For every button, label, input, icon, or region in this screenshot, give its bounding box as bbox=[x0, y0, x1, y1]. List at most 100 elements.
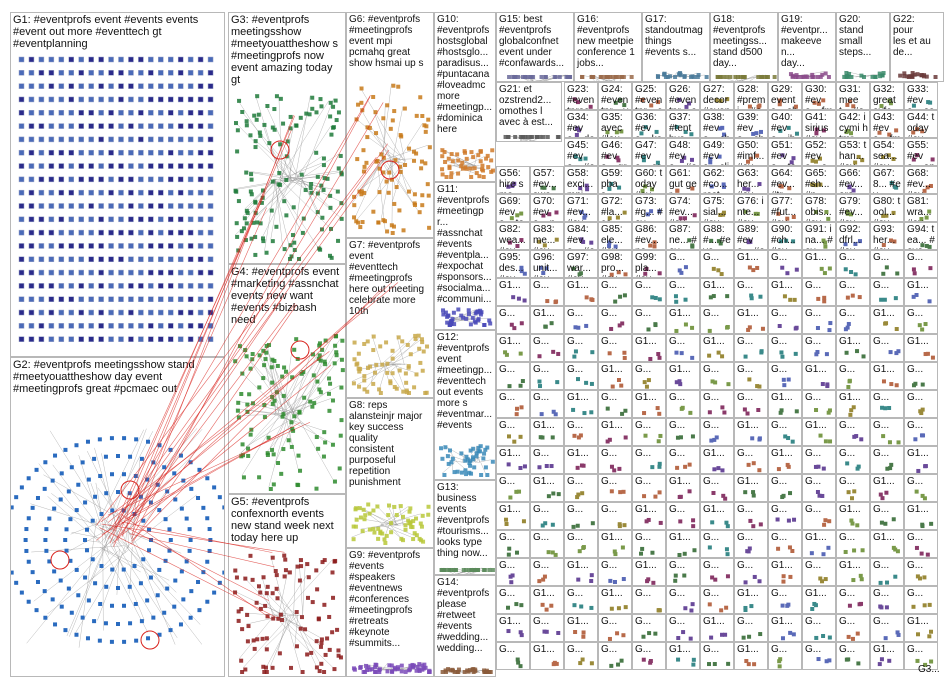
mini-cluster-label: G1... bbox=[601, 364, 623, 375]
graph-node bbox=[281, 121, 286, 126]
graph-node bbox=[244, 123, 249, 128]
graph-node bbox=[28, 216, 35, 223]
graph-edge bbox=[281, 558, 334, 616]
mini-cluster: G47: #eve... ora... bbox=[632, 138, 666, 166]
mini-cluster-label: G1... bbox=[533, 588, 555, 599]
graph-node bbox=[714, 435, 719, 440]
mini-cluster-label: G93: her... #eve... bbox=[873, 224, 896, 249]
graph-node bbox=[856, 661, 861, 666]
graph-node bbox=[813, 603, 818, 608]
graph-node bbox=[520, 75, 525, 79]
mini-cluster-nodes bbox=[609, 489, 626, 495]
mini-cluster-nodes bbox=[881, 434, 901, 445]
graph-node bbox=[815, 349, 820, 354]
mini-cluster-nodes bbox=[643, 433, 663, 444]
graph-node bbox=[612, 579, 617, 584]
mini-cluster: G... bbox=[666, 390, 700, 418]
graph-node bbox=[339, 201, 344, 206]
graph-node bbox=[148, 136, 154, 143]
graph-edge bbox=[295, 615, 320, 662]
graph-node bbox=[315, 210, 320, 215]
graph-node bbox=[249, 236, 254, 241]
mini-cluster-label: G48: #eve... #ev... bbox=[669, 140, 697, 165]
mini-cluster: G... bbox=[700, 418, 734, 446]
graph-node bbox=[98, 283, 104, 289]
mini-cluster: G... bbox=[564, 334, 598, 362]
graph-node bbox=[390, 371, 395, 376]
mini-cluster-nodes bbox=[776, 462, 791, 472]
graph-node bbox=[589, 578, 594, 583]
graph-node bbox=[582, 215, 587, 220]
graph-node bbox=[675, 435, 680, 440]
mini-cluster-nodes bbox=[815, 489, 825, 498]
graph-node bbox=[481, 175, 486, 179]
graph-node bbox=[850, 293, 855, 298]
graph-node bbox=[44, 548, 49, 553]
graph-node bbox=[895, 271, 900, 276]
graph-node bbox=[418, 95, 423, 100]
graph-node bbox=[612, 468, 617, 473]
graph-node bbox=[465, 668, 470, 673]
graph-node bbox=[332, 667, 337, 672]
graph-node bbox=[828, 321, 833, 326]
graph-node bbox=[449, 152, 454, 157]
graph-node bbox=[673, 573, 678, 578]
graph-node bbox=[468, 458, 473, 463]
graph-node bbox=[474, 454, 479, 459]
cluster-g12: G12: #eventprofs event #meetingp... #eve… bbox=[434, 330, 496, 480]
graph-node bbox=[719, 272, 724, 277]
graph-node bbox=[321, 187, 326, 192]
graph-node bbox=[379, 152, 384, 157]
graph-node bbox=[68, 83, 74, 89]
graph-node bbox=[297, 409, 302, 414]
graph-node bbox=[319, 637, 324, 642]
graph-node bbox=[847, 378, 852, 383]
graph-node bbox=[116, 586, 120, 590]
cluster-label: G10: #eventprofs hostsglobal #hostsglo..… bbox=[437, 14, 493, 135]
graph-node bbox=[155, 593, 160, 598]
graph-node bbox=[790, 74, 795, 79]
graph-node bbox=[543, 75, 548, 79]
graph-node bbox=[605, 406, 610, 411]
graph-node bbox=[177, 216, 184, 223]
graph-node bbox=[525, 135, 530, 139]
graph-node bbox=[48, 269, 55, 276]
graph-node bbox=[244, 354, 249, 359]
graph-node bbox=[605, 154, 610, 159]
graph-node bbox=[665, 75, 670, 79]
graph-node bbox=[253, 145, 258, 150]
graph-node bbox=[542, 243, 547, 248]
graph-node bbox=[523, 135, 528, 139]
graph-node bbox=[305, 595, 310, 600]
graph-node bbox=[440, 167, 445, 172]
graph-node bbox=[196, 496, 201, 500]
mini-cluster: G68: #ev... #ev... bbox=[904, 166, 938, 194]
graph-node bbox=[267, 343, 272, 348]
mini-cluster-label: G1... bbox=[737, 252, 759, 263]
mini-cluster-nodes bbox=[506, 546, 519, 557]
graph-node bbox=[300, 230, 305, 235]
cluster-g21: G21: et ozstrend2... omothes l avec à es… bbox=[496, 82, 562, 142]
mini-cluster-nodes bbox=[809, 545, 831, 557]
mini-cluster-nodes bbox=[880, 405, 892, 411]
graph-node bbox=[320, 215, 325, 220]
mini-cluster: G... bbox=[666, 278, 700, 306]
graph-edge bbox=[474, 149, 479, 166]
mini-cluster-label: G... bbox=[839, 308, 856, 319]
graph-node bbox=[827, 266, 832, 271]
graph-node bbox=[814, 635, 819, 640]
mini-cluster-nodes bbox=[677, 265, 688, 275]
graph-node bbox=[823, 577, 828, 582]
graph-node bbox=[482, 568, 487, 572]
mini-cluster: G53: than... #eve... bbox=[836, 138, 870, 166]
graph-node bbox=[884, 321, 889, 326]
graph-node bbox=[780, 636, 785, 641]
graph-node bbox=[446, 461, 451, 466]
graph-node bbox=[846, 384, 851, 389]
graph-node bbox=[158, 309, 164, 316]
mini-cluster-nodes bbox=[846, 378, 852, 389]
graph-node bbox=[683, 297, 688, 302]
graph-node bbox=[479, 473, 484, 477]
graph-node bbox=[556, 492, 561, 497]
graph-node bbox=[88, 229, 94, 236]
